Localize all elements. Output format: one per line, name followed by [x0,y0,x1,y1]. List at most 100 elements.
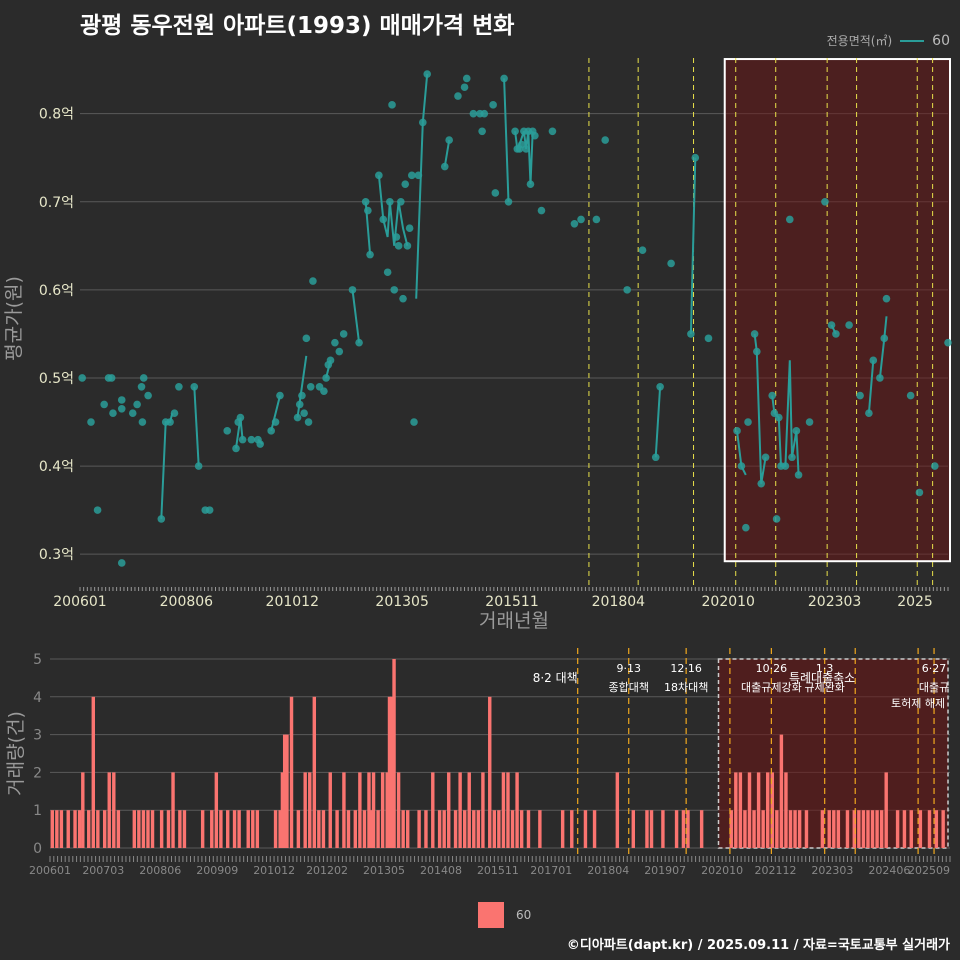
price-point [592,215,601,224]
volume-bar [396,772,401,848]
price-point [300,409,308,418]
y-tick-label: 0.5억 [39,371,74,387]
price-point [491,189,500,197]
price-point [827,321,836,329]
x-tick-label: 202010 [701,864,743,877]
price-point [117,396,126,404]
volume-bar [112,772,116,848]
price-point [774,413,783,422]
x-tick-label: 201511 [477,864,519,877]
volume-bar [649,810,654,848]
price-point [526,180,535,188]
y-tick-label: 0.8억 [39,107,74,123]
volume-bar [296,810,301,848]
volume-bar [734,772,738,848]
chart-title: 광평 동우전원 아파트(1993) 매매가격 변화 [80,13,515,39]
price-point [805,418,814,426]
y-axis-label: 거래량(건) [5,711,27,796]
policy-name-label: 8·2 대책 [533,670,578,685]
price-point [794,471,803,479]
price-point [845,321,853,329]
volume-bar [132,810,137,848]
volume-bar [251,810,255,848]
volume-bar [146,810,150,848]
price-point [781,462,790,470]
y-tick-label: 2 [33,765,42,781]
volume-bar [406,810,410,848]
y-axis-label: 평균가(원) [3,276,25,361]
footer-credit: ©디아파트(dapt.kr) / 2025.09.11 / 자료=국토교통부 실… [566,938,950,953]
price-point [761,453,770,462]
x-tick-label: 200909 [196,864,238,877]
x-tick-label: 201305 [363,864,405,877]
price-point [399,294,407,303]
volume-bar [59,810,64,848]
price-point [440,162,449,171]
price-point [469,109,478,118]
price-point [915,488,924,497]
price-point [744,418,752,426]
price-point [232,444,240,453]
price-point [832,330,840,338]
price-point [238,435,247,444]
volume-bar [50,810,54,848]
price-line-segment [654,386,662,458]
price-point [462,74,471,83]
volume-bar [583,810,588,848]
legend-top-label: 60 [932,32,950,49]
x-tick-label: 202112 [754,864,796,877]
volume-bar [328,772,332,848]
volume-bar [447,772,451,848]
volume-bar [141,810,146,848]
volume-bar [506,772,510,848]
price-point [601,136,609,144]
price-point [190,382,199,391]
price-point [623,286,631,294]
policy-date-label: 9·13 [616,662,641,675]
price-point [454,92,462,100]
y-tick-label: 1 [33,803,42,819]
volume-bar [342,772,346,848]
volume-bar [631,810,635,848]
price-point [128,409,137,418]
price-point [383,268,392,277]
volume-bar [367,772,371,848]
price-point [366,250,374,259]
volume-bar [481,772,485,848]
price-line-segment [351,289,361,343]
volume-bar [870,810,875,848]
x-tick-label: 202303 [811,864,853,877]
volume-bar [87,810,91,848]
x-tick-label: 200806 [160,594,214,610]
price-point [531,131,539,140]
volume-bar [390,696,394,848]
y-tick-label: 0.7억 [39,195,74,211]
volume-bar [857,810,861,848]
price-point [869,356,878,365]
price-point [408,171,416,180]
volume-bar [376,810,380,848]
volume-bar [278,810,282,848]
volume-bar [200,810,205,848]
policy-name-label: 대출규제강화 [741,681,802,694]
price-point [298,391,306,400]
price-point [638,246,647,255]
price-point [460,83,469,92]
price-point [326,356,335,365]
x-tick-label: 202010 [702,594,755,610]
volume-chart: 0 1 2 3 4 5 8·2 대책 9·13 종합대책 12·16 18차대책 10·26 대출규제강… [5,648,951,877]
volume-bar [784,772,788,848]
y-tick-label: 0.4억 [39,459,74,475]
x-tick-label: 202509 [908,864,950,877]
price-point [78,374,86,382]
policy-name-label: 18차대책 [664,681,708,694]
price-point [133,400,141,409]
volume-bar [116,810,121,848]
price-point [139,374,148,382]
price-point [390,286,399,294]
price-line-segment [270,395,281,432]
legend-bottom-swatch [478,902,504,928]
volume-bar [462,810,467,848]
x-tick-label: 200703 [82,864,124,877]
volume-bar [353,810,358,848]
